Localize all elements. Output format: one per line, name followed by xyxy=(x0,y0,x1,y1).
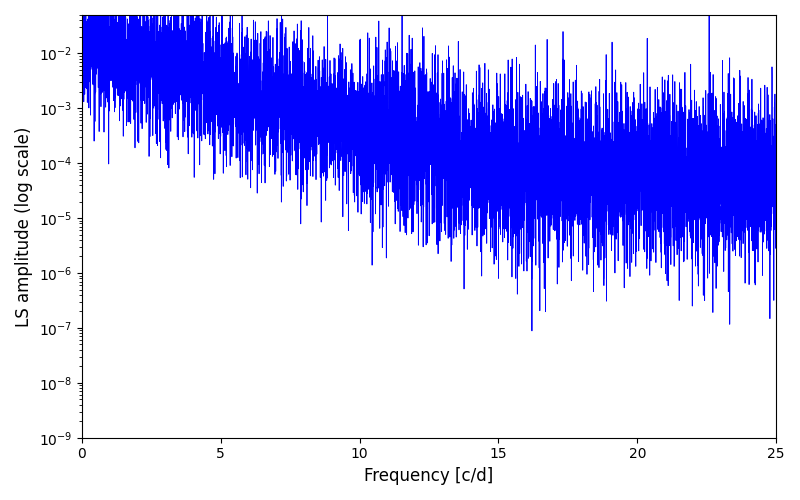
Y-axis label: LS amplitude (log scale): LS amplitude (log scale) xyxy=(15,126,33,326)
X-axis label: Frequency [c/d]: Frequency [c/d] xyxy=(364,467,494,485)
